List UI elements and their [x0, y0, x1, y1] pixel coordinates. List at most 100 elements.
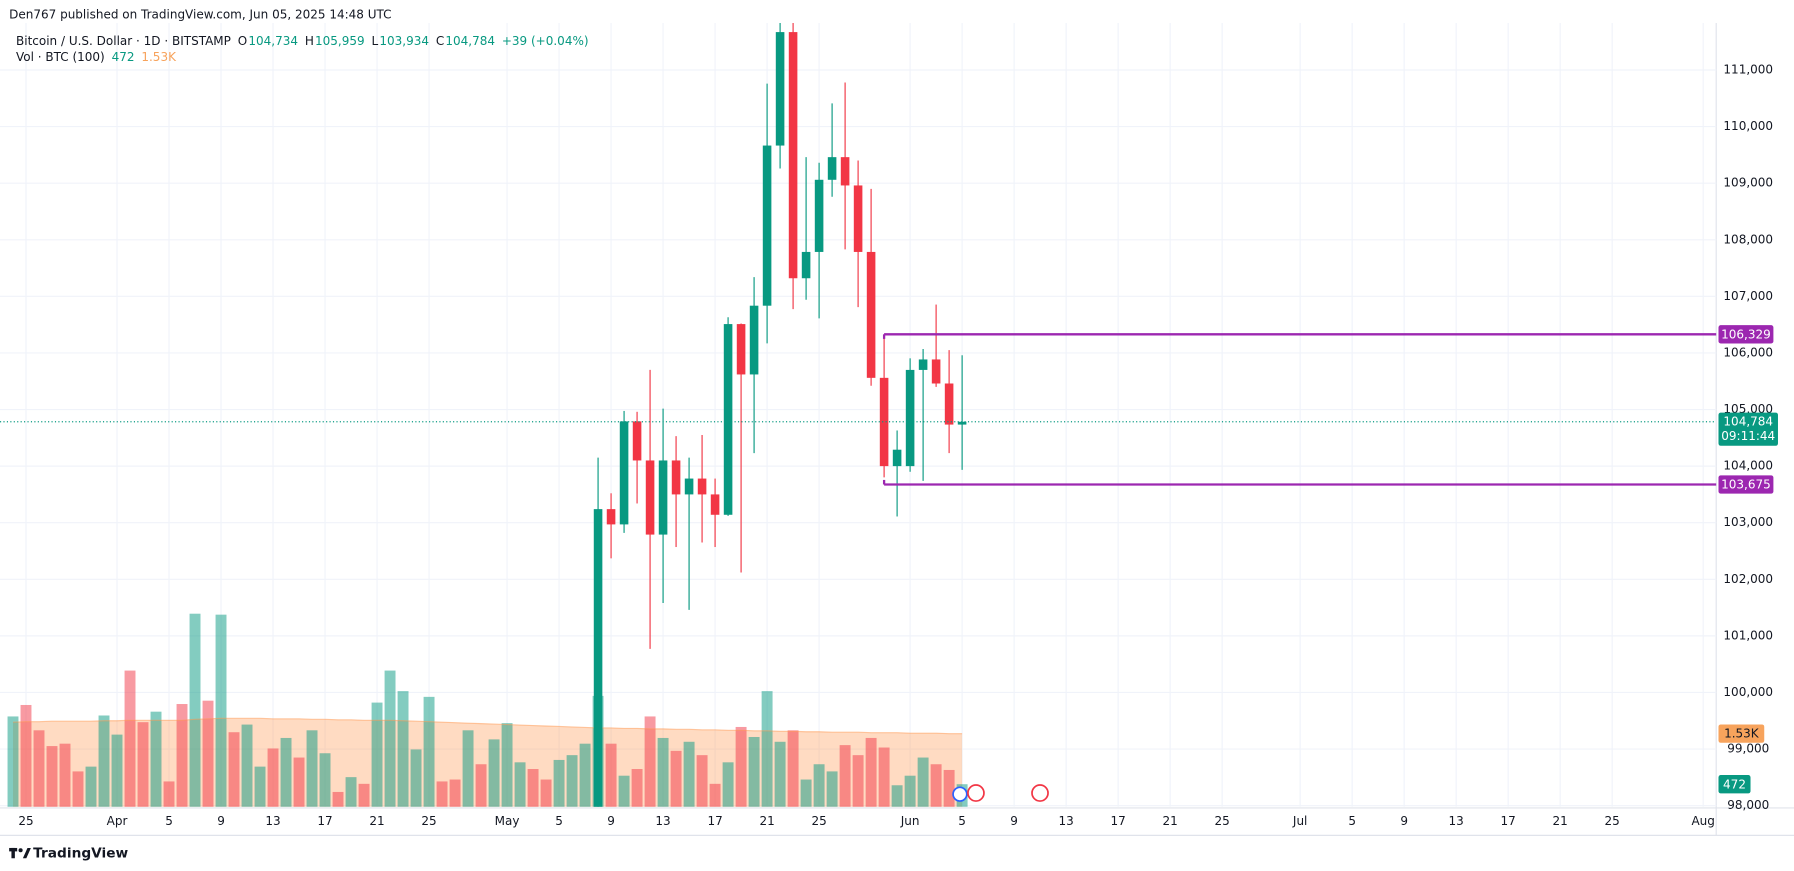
legend-key: L: [372, 34, 379, 48]
candle-body: [736, 324, 746, 375]
x-tick-label: Jul: [1292, 814, 1307, 828]
volume-bar: [891, 785, 903, 807]
volume-bar: [826, 771, 838, 807]
volume-bar: [137, 722, 149, 807]
volume-bar: [865, 737, 877, 807]
volume-bar: [787, 730, 799, 807]
candle-body: [775, 32, 785, 146]
volume-bar: [202, 700, 214, 807]
y-tick-label: 109,000: [1723, 176, 1773, 190]
volume-bar: [631, 769, 643, 807]
volume-bar: [514, 762, 526, 807]
last-price-box: [1718, 412, 1778, 446]
x-tick-label: 13: [265, 814, 280, 828]
volume-bar: [332, 791, 344, 807]
candle-body: [814, 179, 824, 252]
volume-bar: [72, 771, 84, 807]
candle-body: [827, 157, 837, 180]
volume-bar: [449, 779, 461, 807]
candle-body: [671, 460, 681, 495]
volume-ma-label: 1.53K: [1724, 727, 1760, 741]
volume-bar: [852, 755, 864, 807]
volume-bar: [800, 779, 812, 807]
legend-value: 105,959: [315, 34, 365, 48]
legend-volume-ma: 1.53K: [141, 50, 177, 64]
volume-bar: [878, 747, 890, 807]
candle-body: [619, 421, 629, 525]
volume-bar: [579, 743, 591, 807]
volume-bar: [358, 783, 370, 807]
x-tick-label: 5: [958, 814, 966, 828]
volume-bar: [397, 691, 409, 807]
legend-volume-value: 472: [112, 50, 135, 64]
x-tick-label: 13: [655, 814, 670, 828]
volume-bar: [124, 670, 136, 807]
volume-bar: [384, 670, 396, 807]
overlays: 106,329103,675104,78409:11:441.53K472Bit…: [0, 34, 1778, 794]
x-tick-label: 25: [421, 814, 436, 828]
candle-body: [645, 460, 655, 535]
volume-bar: [7, 716, 19, 807]
volume-last-box: [1718, 775, 1751, 794]
y-tick-label: 111,000: [1723, 63, 1773, 77]
y-tick-label: 99,000: [1727, 742, 1769, 756]
y-tick-label: 103,000: [1723, 515, 1773, 529]
volume-bar: [59, 743, 71, 807]
candle-body: [593, 509, 603, 807]
y-tick-label: 100,000: [1723, 685, 1773, 699]
volume-bar: [462, 730, 474, 807]
candle-body: [606, 509, 616, 525]
legend-symbol: Bitcoin / U.S. Dollar · 1D · BITSTAMP: [16, 34, 231, 48]
volume-bar: [813, 764, 825, 807]
candle-body: [879, 377, 889, 467]
volume-bar: [215, 614, 227, 807]
volume-bar: [657, 737, 669, 807]
volume-bar: [46, 746, 58, 807]
volume-bar: [371, 702, 383, 807]
candle-body: [684, 478, 694, 495]
candle-body: [905, 369, 915, 467]
level-label-box: [1718, 475, 1774, 494]
legend-value: 104,784: [445, 34, 495, 48]
volume-bar: [943, 769, 955, 807]
volume-bar: [98, 715, 110, 807]
volume-bar: [410, 749, 422, 807]
candle-body: [801, 251, 811, 279]
x-tick-label: 25: [1605, 814, 1620, 828]
x-tick-label: 25: [1215, 814, 1230, 828]
candle-body: [840, 157, 850, 186]
candle-body: [957, 421, 967, 425]
volume-pane: [7, 613, 968, 807]
x-tick-label: 5: [555, 814, 563, 828]
volume-bar: [501, 723, 513, 807]
x-tick-label: May: [495, 814, 520, 828]
x-tick-label: 17: [707, 814, 722, 828]
x-tick-label: 25: [811, 814, 826, 828]
x-tick-label: 5: [1348, 814, 1356, 828]
x-tick-label: 17: [1110, 814, 1125, 828]
volume-bar: [839, 745, 851, 807]
volume-bar: [735, 726, 747, 807]
x-tick-label: 21: [369, 814, 384, 828]
legend-key: O: [238, 34, 247, 48]
x-tick-label: 17: [317, 814, 332, 828]
volume-bar: [930, 764, 942, 807]
volume-bar: [345, 777, 357, 807]
volume-bar: [618, 775, 630, 807]
volume-bar: [566, 755, 578, 807]
volume-bar: [722, 762, 734, 807]
volume-bar: [267, 748, 279, 807]
volume-bar: [605, 743, 617, 807]
candle-body: [632, 421, 642, 461]
legend-value: 103,934: [379, 34, 429, 48]
volume-bar: [111, 734, 123, 807]
level-label: 106,329: [1721, 327, 1771, 341]
event-icons: [952, 784, 1049, 802]
y-tick-label: 108,000: [1723, 232, 1773, 246]
candle-body: [853, 185, 863, 252]
volume-bar: [85, 766, 97, 807]
volume-bar: [761, 691, 773, 807]
volume-bar: [228, 732, 240, 807]
legend-value: 104,734: [248, 34, 298, 48]
candle-body: [866, 251, 876, 378]
